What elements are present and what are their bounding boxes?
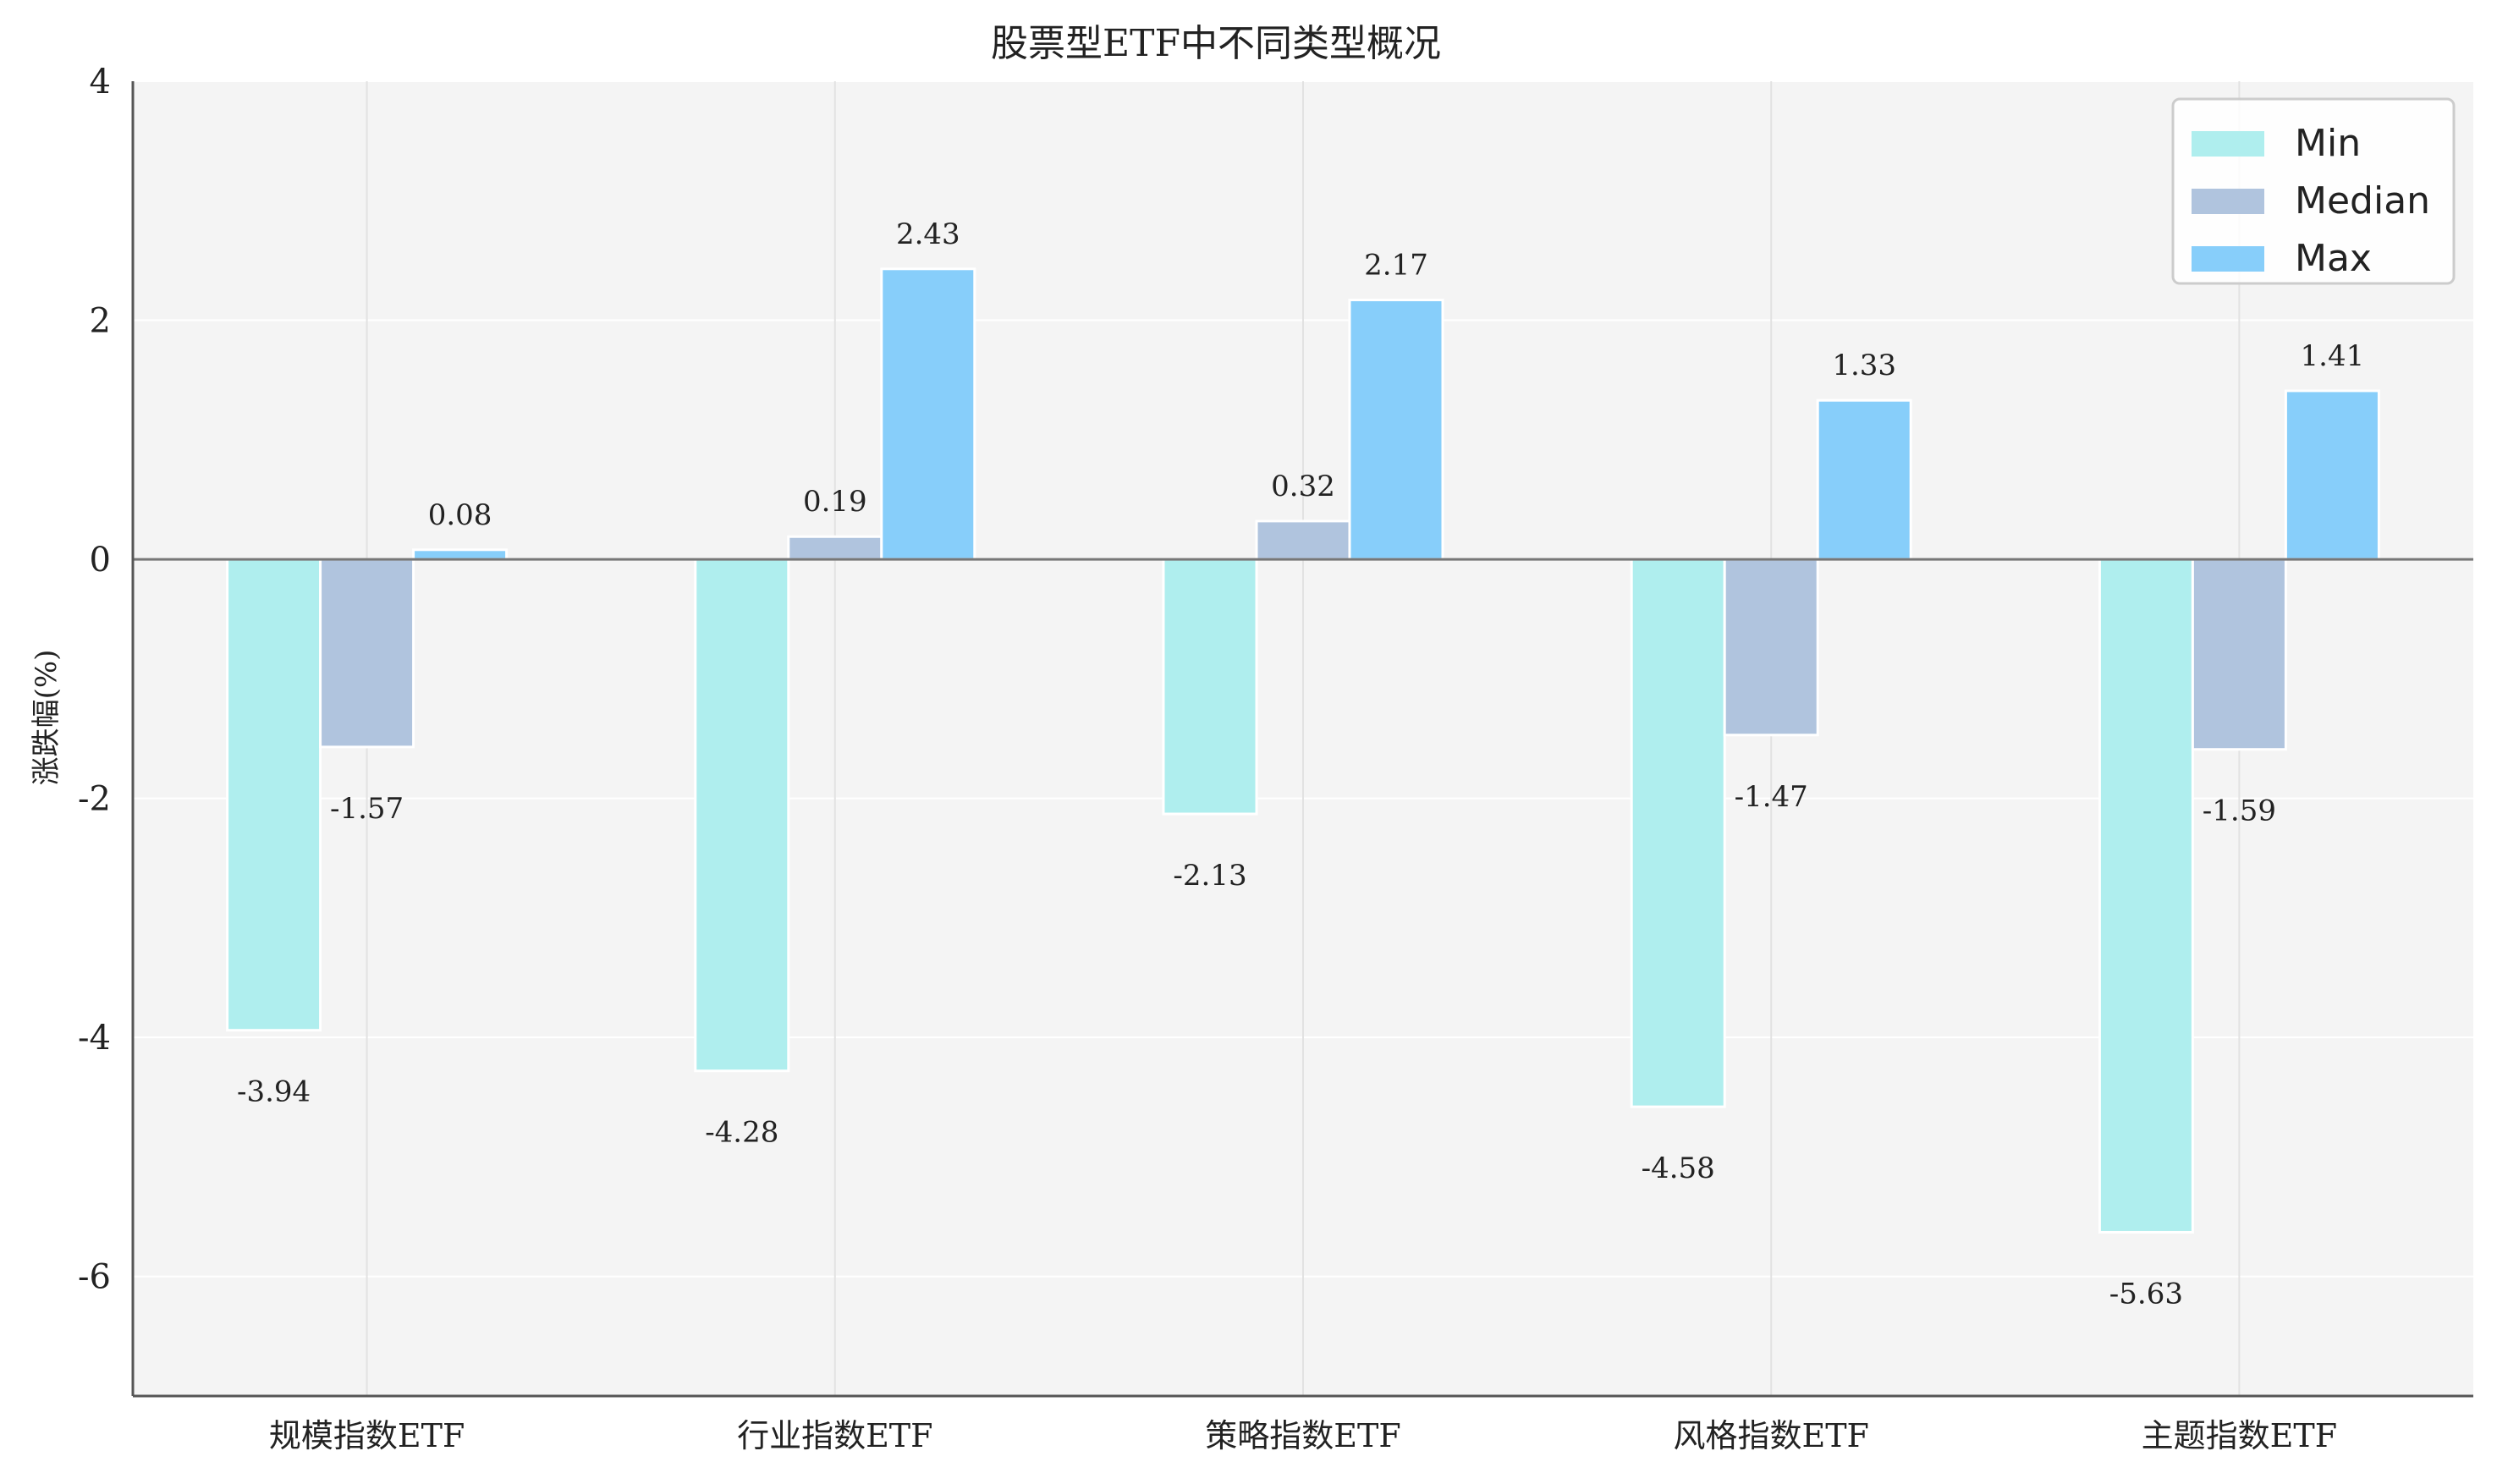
y-tick-label: -6 (78, 1258, 111, 1297)
legend-label-median: Median (2295, 179, 2430, 223)
x-tick-label: 规模指数ETF (269, 1417, 465, 1454)
x-tick-label: 主题指数ETF (2142, 1417, 2337, 1454)
data-label-max-3: 1.33 (1832, 349, 1896, 382)
data-label-median-3: -1.47 (1735, 780, 1808, 814)
bar-median-4 (2191, 558, 2287, 751)
data-label-max-4: 1.41 (2301, 339, 2365, 373)
data-label-max-1: 2.43 (896, 217, 960, 251)
data-label-median-2: 0.32 (1271, 470, 1335, 503)
bar-max-1 (880, 267, 976, 561)
data-label-min-3: -4.58 (1642, 1151, 1715, 1185)
data-label-median-1: 0.19 (803, 485, 867, 519)
x-tick-label: 行业指数ETF (737, 1417, 932, 1454)
data-label-min-1: -4.28 (705, 1116, 778, 1150)
legend: Min Median Max (2171, 97, 2456, 285)
x-tick-label: 风格指数ETF (1673, 1417, 1868, 1454)
legend-swatch-median (2192, 189, 2264, 214)
bar-min-3 (1630, 558, 1726, 1108)
bar-median-3 (1723, 558, 1819, 737)
y-tick-label: 0 (90, 541, 111, 580)
data-label-median-4: -1.59 (2203, 794, 2276, 828)
y-axis-label: 涨跌幅(%) (30, 650, 63, 786)
bar-max-0 (412, 548, 509, 561)
data-label-max-2: 2.17 (1364, 249, 1428, 283)
tick-labels: 4 2 0 -2 -4 -6 规模指数ETF 行业指数ETF 策略指数ETF 风格指数ETF 主题指… (78, 63, 2337, 1454)
chart-title: 股票型ETF中不同类型概况 (991, 22, 1441, 65)
data-label-min-0: -3.94 (237, 1075, 311, 1109)
grid-lines (133, 80, 2473, 1396)
bar-max-4 (2284, 389, 2380, 561)
y-tick-label: 2 (90, 302, 111, 341)
x-tick-label: 策略指数ETF (1205, 1417, 1400, 1454)
bars (226, 267, 2380, 1234)
bar-min-4 (2098, 558, 2194, 1234)
bar-min-1 (694, 558, 790, 1073)
legend-swatch-min (2192, 131, 2264, 157)
y-tick-label: 4 (90, 63, 111, 102)
bar-median-1 (787, 535, 883, 561)
bar-median-2 (1255, 519, 1351, 561)
legend-label-min: Min (2295, 122, 2361, 165)
bar-max-3 (1816, 398, 1912, 561)
bar-median-0 (319, 558, 415, 749)
data-label-max-0: 0.08 (428, 498, 492, 532)
legend-label-max: Max (2295, 237, 2372, 280)
data-label-min-4: -5.63 (2109, 1277, 2183, 1311)
data-label-median-0: -1.57 (330, 792, 404, 826)
bar-min-0 (226, 558, 322, 1032)
legend-swatch-max (2192, 246, 2264, 272)
y-tick-label: -2 (78, 780, 111, 819)
y-tick-label: -4 (78, 1019, 111, 1058)
bar-max-2 (1348, 299, 1444, 561)
data-labels: -3.94 -4.28 -2.13 -4.58 -5.63 -1.57 0.19 0.32 -1… (237, 217, 2364, 1311)
bar-min-2 (1162, 558, 1258, 816)
data-label-min-2: -2.13 (1173, 859, 1246, 893)
